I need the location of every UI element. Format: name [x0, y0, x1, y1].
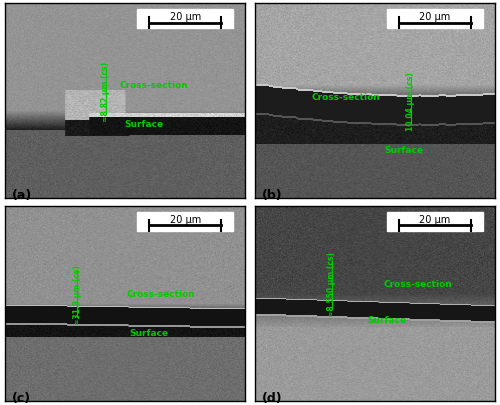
Text: Surface: Surface	[125, 120, 164, 129]
Text: ≈31.3 μm (cs): ≈31.3 μm (cs)	[72, 264, 82, 324]
Text: Cross-section: Cross-section	[120, 81, 188, 90]
Text: Cross-section: Cross-section	[127, 290, 196, 298]
Bar	[387, 212, 483, 232]
Text: (d): (d)	[262, 391, 282, 404]
Text: 20 μm: 20 μm	[170, 214, 201, 224]
Text: ≈8.82 μm (cs): ≈8.82 μm (cs)	[102, 62, 110, 122]
Bar	[137, 212, 233, 232]
Text: 20 μm: 20 μm	[420, 12, 450, 22]
Text: Surface: Surface	[384, 145, 424, 154]
Text: 20 μm: 20 μm	[170, 12, 201, 22]
Text: Surface: Surface	[130, 328, 168, 337]
Text: Cross-section: Cross-section	[312, 93, 380, 102]
Text: 20 μm: 20 μm	[420, 214, 450, 224]
Text: ≈8.550 μm (cs): ≈8.550 μm (cs)	[327, 252, 336, 317]
Bar	[387, 10, 483, 29]
Text: Cross-section: Cross-section	[384, 280, 452, 289]
Bar	[137, 10, 233, 29]
Text: 10.04 μm (cs): 10.04 μm (cs)	[406, 72, 416, 131]
Text: (a): (a)	[12, 189, 32, 202]
Text: Surface: Surface	[368, 315, 406, 324]
Text: (c): (c)	[12, 391, 32, 404]
Text: (b): (b)	[262, 189, 282, 202]
